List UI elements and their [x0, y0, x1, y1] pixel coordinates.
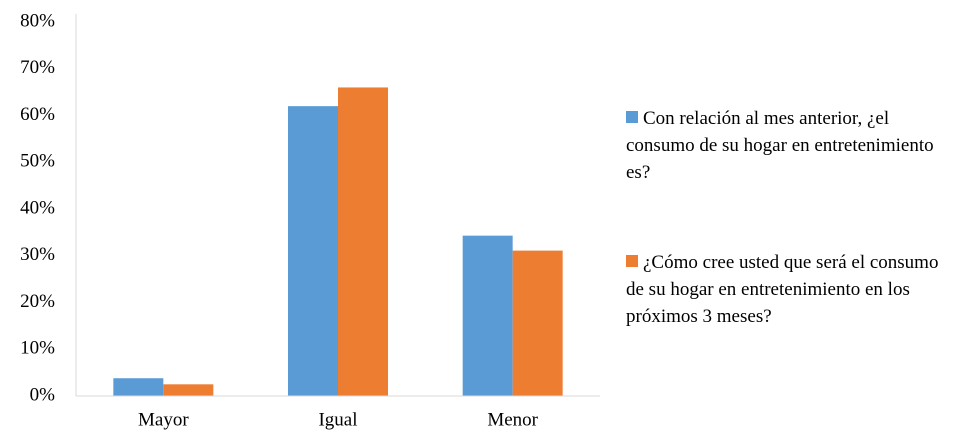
legend-swatch — [626, 255, 638, 267]
legend-label: Con relación al mes anterior, ¿el consum… — [626, 108, 934, 183]
y-tick-label: 60% — [20, 104, 55, 125]
x-tick-label: Igual — [318, 409, 357, 430]
y-tick-label: 0% — [30, 384, 56, 405]
y-tick-label: 80% — [20, 10, 55, 31]
bar — [512, 250, 563, 396]
bar — [163, 384, 214, 396]
y-tick-label: 10% — [20, 338, 55, 359]
y-tick-label: 20% — [20, 291, 55, 312]
x-tick-label: Menor — [487, 409, 538, 430]
y-tick-label: 50% — [20, 151, 55, 172]
bar — [462, 235, 513, 396]
bar — [288, 106, 338, 397]
legend-label: ¿Cómo cree usted que será el consumo de … — [626, 252, 939, 327]
y-tick-label: 40% — [20, 197, 55, 218]
y-tick-label: 70% — [20, 57, 55, 78]
bar — [113, 378, 164, 396]
legend-item: Con relación al mes anterior, ¿el consum… — [626, 105, 956, 186]
x-tick-label: Mayor — [138, 409, 189, 430]
legend-item: ¿Cómo cree usted que será el consumo de … — [626, 249, 956, 330]
bar — [338, 87, 388, 396]
y-tick-label: 30% — [20, 244, 55, 265]
legend-swatch — [626, 111, 638, 123]
